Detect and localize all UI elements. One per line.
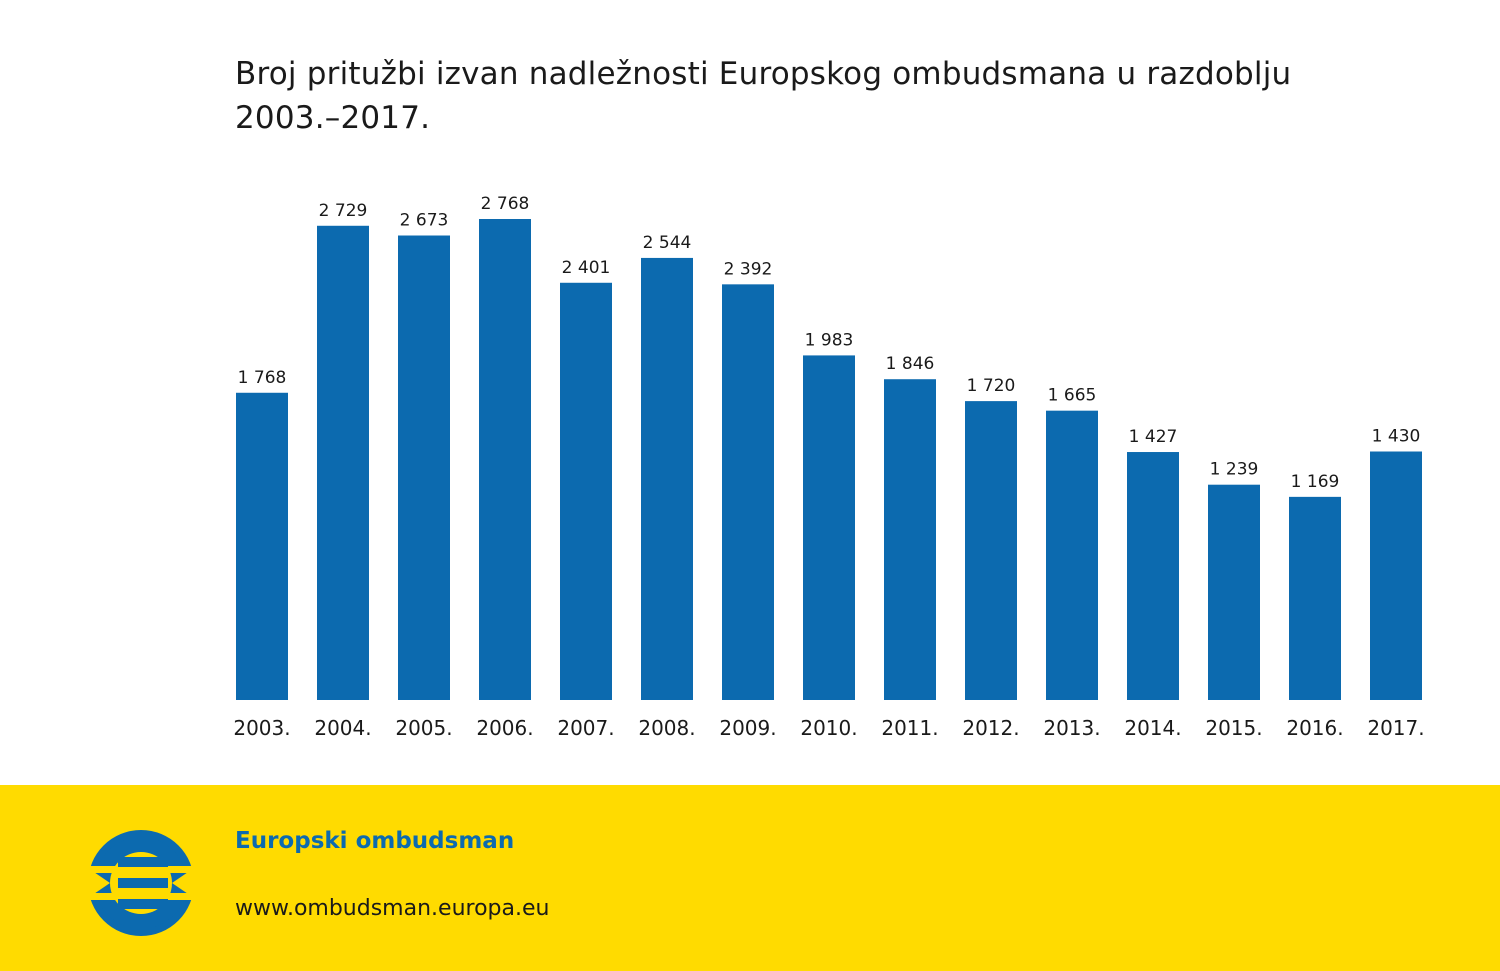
x-tick-label: 2006. (476, 716, 533, 740)
x-tick-label: 2017. (1367, 716, 1424, 740)
value-label: 2 768 (481, 194, 530, 214)
x-tick-labels: 2003. 2004. 2005. 2006. 2007. 2008. 2009. 2010.… (233, 716, 1424, 740)
x-tick-label: 2014. (1124, 716, 1181, 740)
value-label: 2 729 (319, 201, 368, 221)
x-tick-label: 2009. (719, 716, 776, 740)
x-tick-label: 2016. (1286, 716, 1343, 740)
bar-2003 (236, 392, 288, 700)
bar-2009 (722, 284, 774, 700)
value-label: 1 169 (1291, 472, 1340, 492)
bar-2011 (884, 379, 936, 700)
brand-url-link[interactable]: www.ombudsman.europa.eu (235, 896, 550, 921)
bar-2016 (1289, 496, 1341, 700)
value-label: 1 983 (805, 330, 854, 350)
x-tick-label: 2015. (1205, 716, 1262, 740)
value-label: 2 401 (562, 258, 611, 278)
value-labels-layer: 1 768 2 729 2 673 2 768 2 401 2 544 2 392 1 983… (238, 194, 1421, 492)
bar-2013 (1046, 410, 1098, 700)
bar-chart: 1 768 2 729 2 673 2 768 2 401 2 544 2 392 1 983… (233, 194, 1424, 740)
european-ombudsman-logo-icon (88, 830, 194, 936)
bar-2012 (965, 401, 1017, 700)
x-tick-label: 2011. (881, 716, 938, 740)
value-label: 1 427 (1129, 427, 1178, 447)
value-label: 2 544 (643, 233, 692, 253)
x-tick-label: 2003. (233, 716, 290, 740)
value-label: 2 392 (724, 259, 773, 279)
value-label: 1 768 (238, 368, 287, 388)
brand-name: Europski ombudsman (235, 828, 515, 854)
bar-2005 (398, 235, 450, 701)
value-label: 2 673 (400, 211, 449, 231)
footer-band (0, 785, 1500, 971)
value-label: 1 665 (1048, 386, 1097, 406)
value-label: 1 430 (1372, 427, 1421, 447)
x-tick-label: 2010. (800, 716, 857, 740)
x-tick-label: 2004. (314, 716, 371, 740)
bar-2004 (317, 225, 369, 700)
value-label: 1 720 (967, 376, 1016, 396)
chart-title: Broj pritužbi izvan nadležnosti Europsko… (235, 56, 1292, 136)
bar-2008 (641, 257, 693, 700)
x-tick-label: 2012. (962, 716, 1019, 740)
bar-2010 (803, 355, 855, 700)
x-tick-label: 2008. (638, 716, 695, 740)
bars-layer (236, 219, 1422, 701)
bar-2015 (1208, 484, 1260, 700)
x-tick-label: 2007. (557, 716, 614, 740)
bar-2007 (560, 282, 612, 700)
value-label: 1 239 (1210, 460, 1259, 480)
x-tick-label: 2005. (395, 716, 452, 740)
x-tick-label: 2013. (1043, 716, 1100, 740)
value-label: 1 846 (886, 354, 935, 374)
bar-2014 (1127, 452, 1179, 700)
bar-2017 (1370, 451, 1422, 700)
bar-2006 (479, 219, 531, 700)
